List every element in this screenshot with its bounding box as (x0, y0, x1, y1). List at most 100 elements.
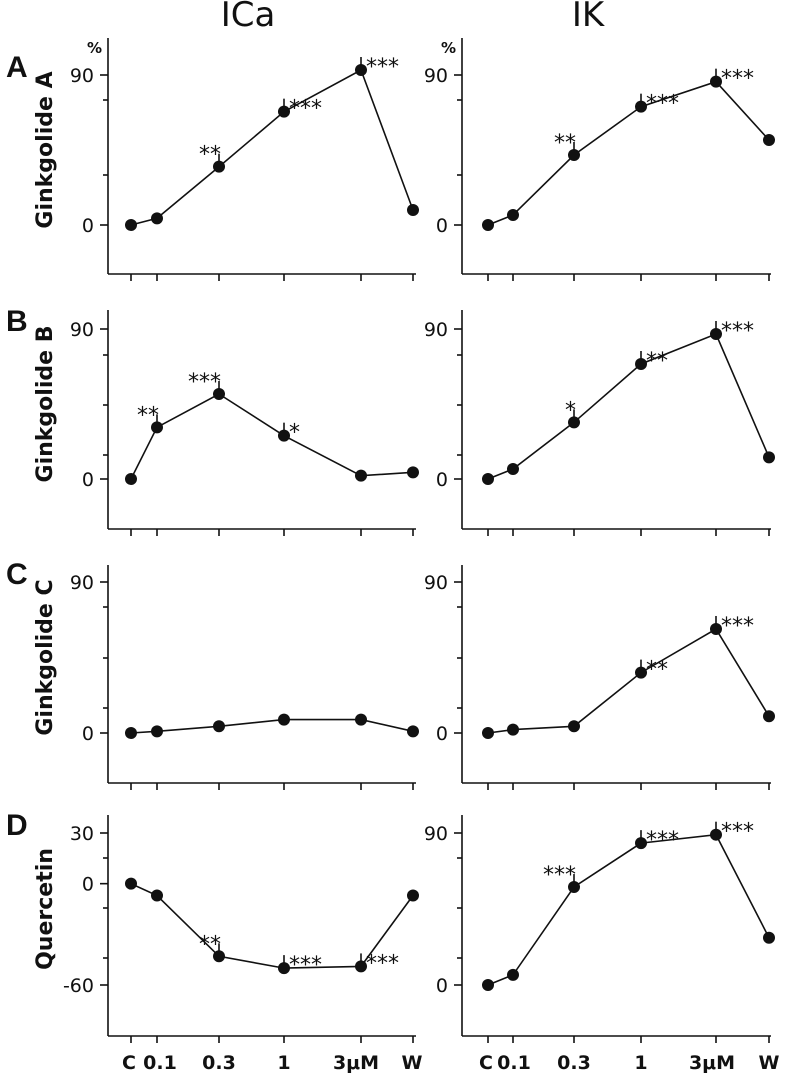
significance-marker: ** (646, 349, 668, 374)
y-tick-label: 90 (70, 319, 94, 341)
y-tick-label: 90 (424, 572, 448, 594)
y-tick-label: 0 (82, 215, 94, 237)
data-point (635, 666, 647, 679)
data-point (407, 466, 419, 479)
data-point (763, 134, 775, 146)
data-point (507, 463, 519, 475)
panel-a-ik: 900********% (424, 38, 775, 281)
data-point (355, 469, 367, 482)
x-tick-label: 0.1 (143, 1052, 177, 1074)
significance-marker: *** (721, 67, 754, 92)
significance-marker: * (289, 421, 300, 446)
data-point (151, 421, 163, 434)
data-point (507, 968, 519, 981)
x-tick-label: 3μM (689, 1052, 735, 1074)
data-point (355, 64, 367, 76)
data-point (635, 358, 647, 370)
unit-label: % (441, 39, 456, 57)
data-point (710, 328, 722, 340)
data-point (763, 451, 775, 464)
data-point (482, 219, 494, 231)
series-line (130, 718, 414, 734)
y-tick-label: 0 (436, 215, 448, 237)
significance-marker: ** (646, 658, 668, 683)
data-point (278, 429, 290, 442)
data-point (355, 960, 367, 973)
panel-c-ica: 90 0 Ginkgolide CC (6, 558, 419, 790)
significance-marker: *** (721, 614, 754, 639)
column-title-ik: IK (572, 0, 606, 35)
data-point (407, 889, 419, 902)
y-tick-label: 30 (70, 823, 94, 845)
y-tick-label: 90 (424, 65, 448, 87)
panel-letter: D (6, 809, 28, 842)
y-axis-label: Ginkgolide B (33, 326, 58, 483)
series-line (487, 833, 770, 986)
data-point (710, 828, 722, 841)
data-point (355, 713, 367, 726)
data-point (407, 204, 419, 216)
y-tick-label: -60 (63, 975, 94, 997)
significance-marker: ** (554, 131, 576, 156)
series-line (130, 393, 414, 480)
significance-marker: *** (366, 55, 399, 80)
data-point (151, 889, 163, 902)
x-tick-label: 0.3 (202, 1052, 236, 1074)
data-point (125, 877, 137, 890)
y-tick-label: 0 (82, 723, 94, 745)
data-point (763, 710, 775, 723)
significance-marker: *** (721, 319, 754, 344)
x-tick-label: C (122, 1052, 136, 1074)
significance-marker: ** (137, 403, 159, 428)
data-point (213, 720, 225, 733)
data-point (125, 727, 137, 739)
x-tick-label: 0.3 (557, 1052, 591, 1074)
x-tick-label: 1 (634, 1052, 647, 1074)
y-tick-label: 0 (82, 469, 94, 491)
data-point (213, 160, 225, 173)
data-point (125, 473, 137, 485)
y-tick-label: 0 (82, 874, 94, 896)
chart-panels: 900********Ginkgolide AA%900********%900… (6, 38, 775, 1043)
data-point (507, 209, 519, 221)
y-tick-label: 0 (436, 469, 448, 491)
data-point (151, 212, 163, 225)
x-tick-label: W (759, 1052, 780, 1074)
data-point (507, 723, 519, 736)
panel-d-ik: 900****** *** (424, 815, 775, 1043)
data-point (635, 837, 647, 850)
x-axis-tick-labels: C 0.1 0.3 1 3μM W C 0.1 0.3 1 3μM W (122, 1052, 779, 1074)
data-point (568, 416, 580, 429)
y-axis-label: Ginkgolide C (33, 579, 58, 735)
data-point (407, 725, 419, 738)
data-point (482, 727, 494, 739)
y-tick-label: 90 (424, 319, 448, 341)
data-point (635, 100, 647, 113)
panel-b-ica: 900******Ginkgolide BB (6, 305, 419, 536)
unit-label: % (87, 39, 102, 57)
data-point (213, 388, 225, 400)
y-tick-label: 0 (436, 975, 448, 997)
y-tick-label: 90 (424, 823, 448, 845)
y-tick-label: 0 (436, 723, 448, 745)
data-point (710, 75, 722, 88)
significance-marker: ** (199, 143, 221, 168)
data-point (568, 881, 580, 894)
y-axis-label: Ginkgolide A (33, 71, 58, 228)
data-point (568, 149, 580, 161)
panel-b-ik: 900****** (424, 310, 775, 536)
y-axis-label: Quercetin (33, 848, 58, 970)
series-line (487, 627, 770, 734)
y-tick-label: 90 (70, 65, 94, 87)
significance-marker: * (565, 398, 576, 423)
x-tick-label: W (402, 1052, 423, 1074)
x-tick-label: C (479, 1052, 493, 1074)
data-point (213, 950, 225, 963)
x-tick-label: 0.1 (497, 1052, 531, 1074)
data-point (763, 931, 775, 944)
significance-marker: *** (721, 820, 754, 845)
series-line (487, 80, 770, 226)
data-point (278, 962, 290, 975)
